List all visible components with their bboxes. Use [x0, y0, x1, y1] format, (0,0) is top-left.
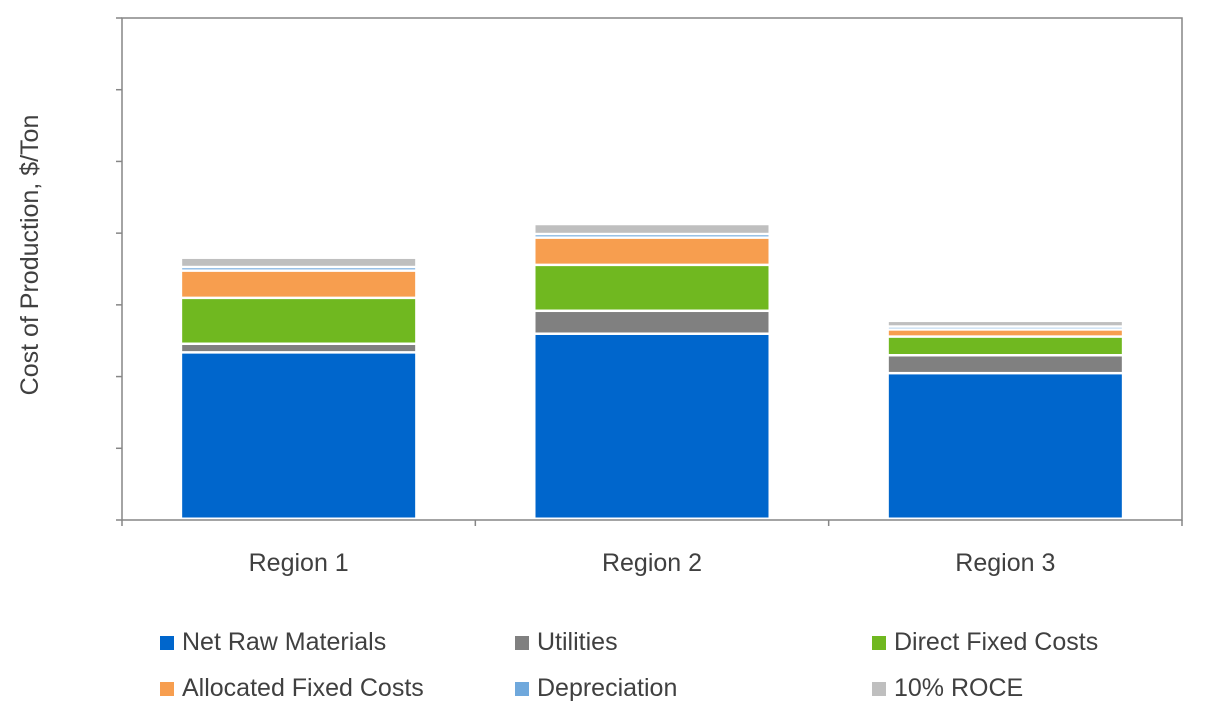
- legend-item: Net Raw Materials: [160, 628, 386, 657]
- legend-item: Direct Fixed Costs: [872, 628, 1098, 657]
- bar-segment: [182, 271, 416, 297]
- bar-segment: [535, 235, 769, 237]
- x-tick-label: Region 1: [249, 549, 349, 577]
- legend-item: Allocated Fixed Costs: [160, 674, 424, 703]
- legend-label: Allocated Fixed Costs: [182, 674, 424, 702]
- bar-segment: [182, 268, 416, 270]
- legend-label: Direct Fixed Costs: [894, 628, 1099, 656]
- legend-swatch: [515, 635, 529, 650]
- x-tick-label: Region 3: [955, 549, 1055, 577]
- bar-segment: [535, 238, 769, 264]
- legend-label: 10% ROCE: [894, 674, 1024, 702]
- legend-swatch: [160, 635, 174, 650]
- bar-segment: [888, 356, 1122, 372]
- bar-segment: [535, 266, 769, 310]
- bar-segment: [182, 353, 416, 518]
- bar-segment: [535, 334, 769, 518]
- bar-segment: [888, 337, 1122, 354]
- bar-segment: [182, 299, 416, 343]
- bar-segment: [888, 322, 1122, 326]
- stacked-bar-chart: Region 1 Region 2 Region 3 Cost of Product…: [16, 17, 1183, 577]
- legend-label: Net Raw Materials: [182, 628, 387, 656]
- legend-swatch: [515, 681, 529, 696]
- bar-segment: [182, 258, 416, 266]
- legend-label: Depreciation: [537, 674, 678, 702]
- legend-item: Utilities: [515, 628, 618, 657]
- legend-swatch: [872, 681, 886, 696]
- bar-segment: [888, 374, 1122, 518]
- bar-segment: [535, 225, 769, 233]
- legend-item: 10% ROCE: [872, 674, 1023, 703]
- bar-segment: [535, 312, 769, 333]
- legend-swatch: [160, 681, 174, 696]
- plot-area-frame: [121, 17, 1183, 521]
- legend-label: Utilities: [537, 628, 618, 656]
- bar-segment: [888, 330, 1122, 336]
- x-tick-label: Region 2: [602, 549, 702, 577]
- legend-item: Depreciation: [515, 674, 677, 703]
- legend: Net Raw Materials Utilities Direct Fixed C…: [160, 628, 1160, 718]
- y-axis-title: Cost of Production, $/Ton: [16, 115, 44, 396]
- bar-segment: [182, 345, 416, 352]
- legend-swatch: [872, 635, 886, 650]
- bar-segment: [888, 327, 1122, 329]
